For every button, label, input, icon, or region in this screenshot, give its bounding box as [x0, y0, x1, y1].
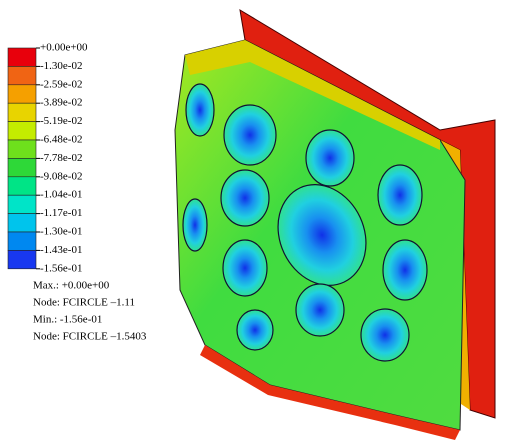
legend-swatch	[8, 158, 36, 176]
dish	[224, 105, 276, 165]
dish	[221, 170, 269, 226]
legend-swatch	[8, 195, 36, 213]
dish	[361, 309, 409, 361]
dish	[237, 310, 273, 350]
legend-swatch	[8, 48, 36, 66]
legend-swatch	[8, 85, 36, 103]
model	[175, 10, 495, 440]
legend-swatch	[8, 66, 36, 84]
legend: +0.00e+00 -1.30e-02 -2.59e-02 -3.89e-02 -5.1…	[8, 42, 88, 275]
legend-swatch	[8, 122, 36, 140]
info: Max.: +0.00e+00 Node: FCIRCLE –1.11 Min.: …	[33, 280, 147, 343]
legend-label: -1.30e-01	[40, 226, 82, 238]
legend-label: -1.30e-02	[40, 60, 82, 72]
legend-label: -3.89e-02	[40, 97, 82, 109]
legend-label: -1.43e-01	[40, 244, 82, 256]
legend-swatch	[8, 214, 36, 232]
dish	[223, 240, 267, 296]
legend-label: -1.17e-01	[40, 207, 82, 219]
dish	[183, 199, 207, 251]
legend-label: -9.08e-02	[40, 170, 82, 182]
dish	[383, 240, 427, 300]
legend-swatch	[8, 250, 36, 268]
legend-label: -5.19e-02	[40, 115, 82, 127]
legend-swatch	[8, 140, 36, 158]
dish	[186, 84, 214, 136]
legend-label: -6.48e-02	[40, 134, 82, 146]
legend-label: -1.04e-01	[40, 189, 82, 201]
dish	[296, 284, 344, 336]
legend-label: +0.00e+00	[40, 42, 88, 54]
legend-label: -1.56e-01	[40, 262, 82, 274]
legend-swatch	[8, 103, 36, 121]
screen: +0.00e+00 -1.30e-02 -2.59e-02 -3.89e-02 -5.1…	[0, 0, 516, 440]
info-line: Min.: -1.56e-01	[33, 314, 102, 326]
legend-label: -7.78e-02	[40, 152, 82, 164]
dish	[378, 165, 422, 225]
legend-swatch	[8, 177, 36, 195]
info-line: Node: FCIRCLE –1.11	[33, 297, 135, 309]
info-line: Node: FCIRCLE –1.5403	[33, 331, 147, 343]
legend-label: -2.59e-02	[40, 78, 82, 90]
dish	[306, 130, 354, 186]
info-line: Max.: +0.00e+00	[33, 280, 110, 292]
legend-swatch	[8, 232, 36, 250]
